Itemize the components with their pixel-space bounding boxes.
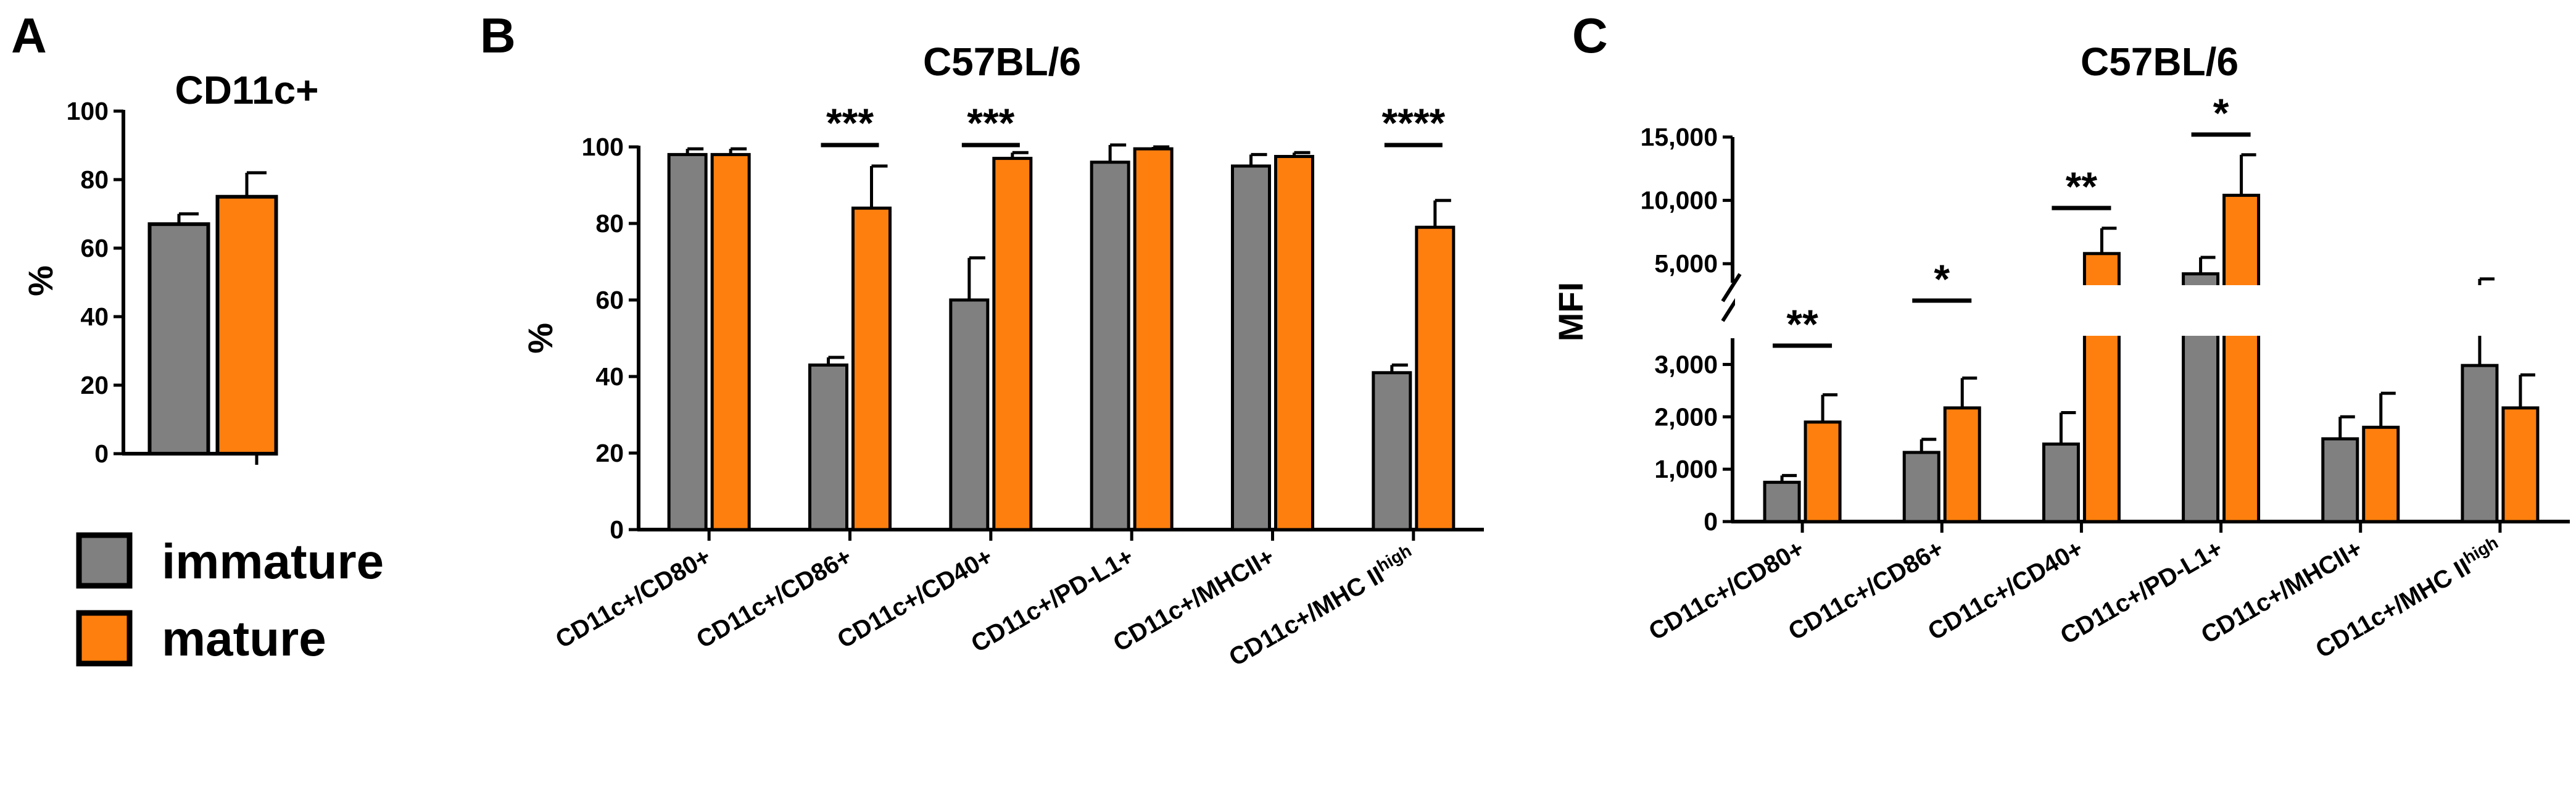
chart-b-bar-mature <box>851 206 892 531</box>
chart-b-bar-mature <box>710 152 751 531</box>
chart-b-significance-label: **** <box>1381 100 1445 146</box>
chart-c-y-tick-label: 15,000 <box>1641 123 1718 151</box>
chart-a-title: CD11c+ <box>175 68 318 112</box>
chart-c-bar-mature <box>2222 193 2261 523</box>
chart-b-bar-immature <box>667 152 708 531</box>
chart-c-significance-label: ** <box>2066 164 2098 209</box>
chart-a-y-tick-label: 100 <box>67 97 109 125</box>
chart-c-significance-label: ** <box>1786 301 1818 347</box>
chart-b-bar-mature <box>992 157 1033 531</box>
chart-b-bar-mature <box>1274 155 1314 531</box>
chart-b-y-tick-label: 20 <box>595 439 624 467</box>
chart-b-bar-immature <box>1231 164 1271 531</box>
chart-c-axis-break-gap <box>1735 285 2572 336</box>
chart-b-y-tick-label: 40 <box>595 362 624 391</box>
chart-c-significance-label: * <box>1934 256 1950 302</box>
chart-c-category-label: CD11c+/CD86+ <box>1784 535 1949 646</box>
chart-a-bar-immature <box>147 222 210 456</box>
chart-c: 0 1,000 2,000 3,000 5,000 10,000 15,000 MFI CD11… <box>1551 90 2572 664</box>
chart-c-bar-immature <box>2042 442 2080 523</box>
chart-a-y-tick-label: 40 <box>80 302 109 331</box>
chart-c-bar-immature <box>1763 480 1801 523</box>
chart-a-bar-mature <box>215 194 278 456</box>
chart-b-category-label: CD11c+/CD86+ <box>692 543 856 654</box>
chart-b-bar-immature <box>1090 160 1130 531</box>
legend-label-immature: immature <box>162 534 384 589</box>
chart-b-bar-immature <box>1372 371 1412 531</box>
chart-a-y-tick-label: 60 <box>80 234 109 262</box>
chart-b-y-tick-label: 80 <box>595 209 624 238</box>
legend: immature mature <box>76 532 384 667</box>
chart-c-y-tick-label: 1,000 <box>1654 455 1718 483</box>
chart-c-y-tick-label: 10,000 <box>1641 186 1718 215</box>
legend-swatch-immature <box>76 532 133 589</box>
chart-b-bar-immature <box>949 298 990 531</box>
chart-b-title: C57BL/6 <box>923 40 1081 84</box>
chart-c-bar-mature <box>1804 420 1842 523</box>
chart-a: 0 20 40 60 80 100% <box>21 97 278 468</box>
panel-label-c: C <box>1572 8 1608 63</box>
chart-c-bar-mature <box>2362 425 2400 523</box>
chart-b-y-tick-label: 60 <box>595 286 624 314</box>
chart-c-y-tick-label: 5,000 <box>1654 249 1718 278</box>
panel-label-b: B <box>480 8 516 63</box>
chart-a-y-tick-label: 20 <box>80 371 109 399</box>
panel-label-a: A <box>11 8 47 63</box>
chart-c-title: C57BL/6 <box>2081 40 2238 84</box>
chart-b-y-label: % <box>521 323 560 354</box>
chart-c-y-tick-label: 2,000 <box>1654 402 1718 431</box>
chart-a-y-tick-label: 80 <box>80 165 109 194</box>
chart-b-bar-immature <box>808 363 848 531</box>
chart-c-y-tick-label: 0 <box>1704 507 1718 536</box>
chart-c-bar-mature <box>1943 406 1981 523</box>
chart-c-y-label: MFI <box>1551 282 1590 341</box>
chart-b-significance-label: *** <box>967 100 1014 146</box>
chart-c-axis-break-mark <box>1721 273 1742 302</box>
legend-swatch-mature <box>76 610 133 667</box>
chart-b-y-tick-label: 100 <box>582 133 624 161</box>
chart-b-bar-mature <box>1133 147 1174 531</box>
chart-a-y-label: % <box>21 265 60 296</box>
chart-b-category-label: CD11c+/CD80+ <box>551 543 716 654</box>
chart-c-y-tick-label: 3,000 <box>1654 350 1718 378</box>
chart-b-bar-mature <box>1415 225 1456 531</box>
chart-c-bar-mature <box>2501 406 2540 523</box>
chart-c-bar-immature <box>2321 437 2359 523</box>
chart-c-category-label: CD11c+/CD80+ <box>1644 535 1809 646</box>
legend-label-mature: mature <box>162 611 326 666</box>
chart-b-y-tick-label: 0 <box>610 515 624 544</box>
chart-b: 020406080100%CD11c+/CD80+CD11c+/CD86+CD1… <box>521 100 1484 672</box>
chart-b-significance-label: *** <box>826 100 874 146</box>
chart-a-y-tick-label: 0 <box>94 439 109 468</box>
chart-c-bar-immature <box>1902 451 1940 523</box>
chart-c-significance-label: * <box>2213 90 2229 136</box>
chart-c-bar-immature <box>2461 364 2499 523</box>
